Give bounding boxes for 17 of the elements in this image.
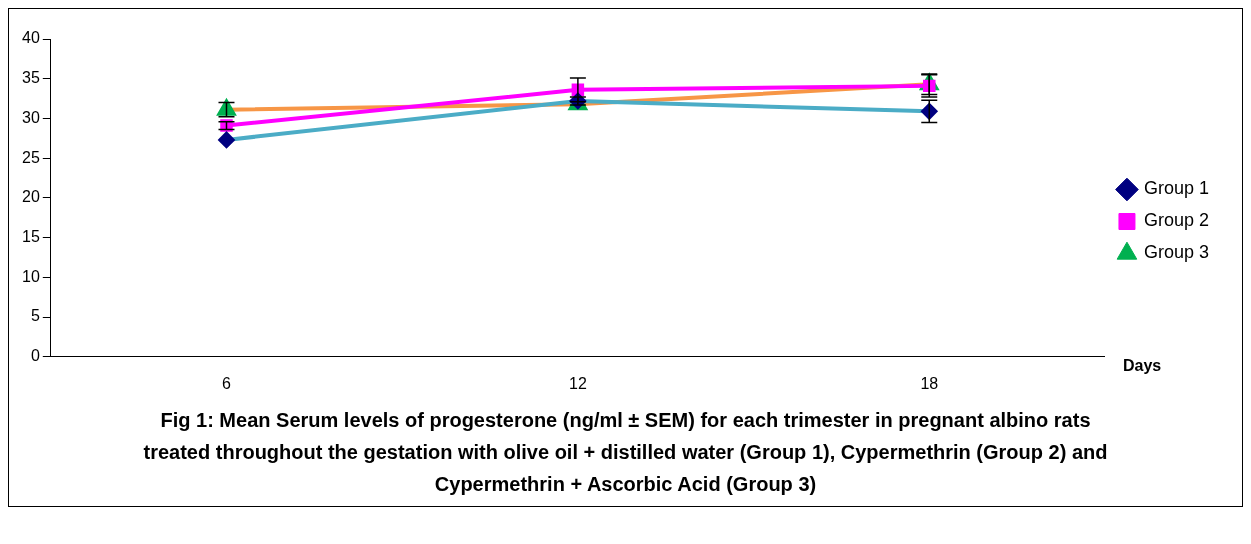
- legend-label: Group 3: [1143, 242, 1210, 263]
- x-tick-label: 18: [920, 374, 939, 392]
- legend-label: Group 1: [1143, 178, 1210, 199]
- y-tick-label: 25: [22, 148, 40, 166]
- text: Fig 1: Mean Serum levels of progesterone (ng/ml ± SEM) for each trimester in pregnant albino rats treated throughout the gestation with olive oil + distilled water (Group 1), Cypermethrin (Group 2) and Cypermethrin + Ascorbic Acid (Group 3): [142, 408, 1109, 497]
- y-tick-label: 20: [22, 188, 40, 206]
- x-tick-label: 6: [222, 374, 232, 392]
- y-tick-label: 5: [30, 307, 40, 325]
- y-tick-label: 30: [22, 108, 40, 126]
- legend-label: Group 2: [1143, 210, 1210, 231]
- y-tick-label: 10: [22, 267, 40, 285]
- y-tick-label: 0: [30, 347, 40, 365]
- x-tick-label: 12: [568, 374, 587, 392]
- y-tick-label: 35: [22, 69, 40, 87]
- y-tick-label: 40: [22, 29, 40, 47]
- y-tick-label: 15: [22, 228, 40, 246]
- x-axis-title: Days: [1122, 357, 1162, 375]
